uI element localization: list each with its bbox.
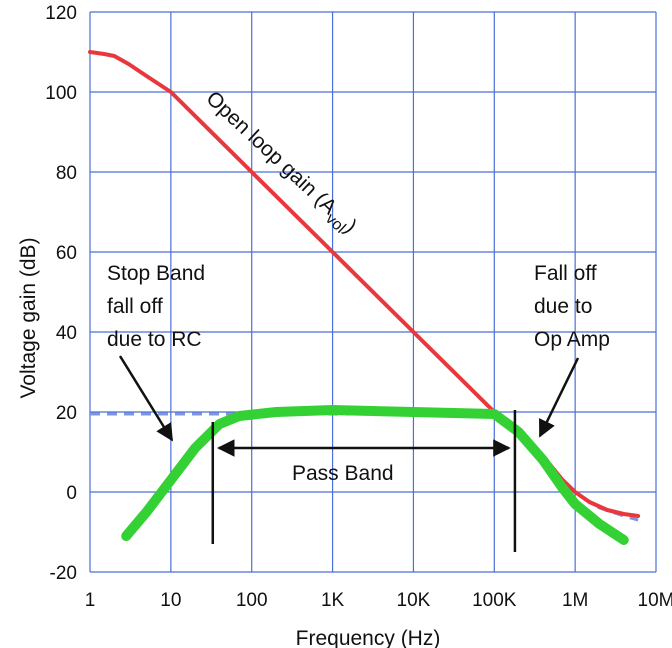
x-axis-label: Frequency (Hz) (296, 627, 441, 648)
stop-band-line-3: due to RC (107, 328, 202, 351)
stop-band-line-1: Stop Band (107, 262, 205, 285)
fall-off-line-1: Fall off (534, 262, 597, 285)
fall-off-arrow (538, 357, 580, 438)
y-tick-label: -20 (50, 563, 77, 584)
fall-off-line-2: due to (534, 295, 592, 318)
y-tick-label: 40 (56, 323, 77, 344)
x-tick-label: 1M (562, 590, 588, 611)
stop-band-line-2: fall off (107, 295, 163, 318)
x-tick-label: 100 (236, 590, 268, 611)
series-line-open-loop (88, 50, 641, 518)
y-tick-label: 100 (45, 83, 77, 104)
y-tick-labels: 120 100 80 60 40 20 0 -20 (45, 3, 77, 584)
x-tick-label: 1K (321, 590, 345, 611)
stop-band-arrow (118, 355, 174, 442)
x-tick-label: 10K (397, 590, 431, 611)
x-tick-label: 100K (472, 590, 517, 611)
x-tick-labels: 1 10 100 1K 10K 100K 1M 10M (85, 590, 672, 611)
series-line-band-response (121, 405, 629, 545)
x-tick-label: 1 (85, 590, 96, 611)
fall-off-line-3: Op Amp (534, 328, 610, 351)
series-layer (88, 50, 641, 545)
y-tick-label: 20 (56, 403, 77, 424)
pass-band-label: Pass Band (292, 462, 394, 485)
x-tick-label: 10M (638, 590, 672, 611)
y-tick-label: 0 (66, 483, 77, 504)
x-tick-label: 10 (160, 590, 181, 611)
y-axis-label: Voltage gain (dB) (17, 237, 40, 398)
y-tick-label: 60 (56, 243, 77, 264)
y-tick-label: 80 (56, 163, 77, 184)
y-tick-label: 120 (45, 3, 77, 24)
